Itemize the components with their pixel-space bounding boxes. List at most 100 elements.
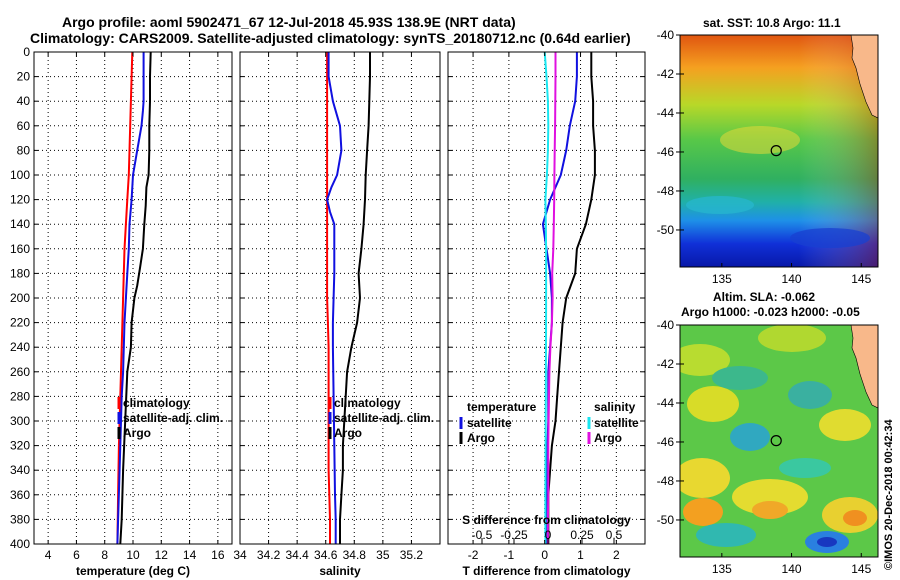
y-tick-label: 340 xyxy=(10,463,30,477)
series-line-climatology xyxy=(326,52,331,544)
y-tick-label: 40 xyxy=(17,94,31,108)
sla-map-subtitle: Argo h1000: -0.023 h2000: -0.05 xyxy=(681,305,860,319)
x-tick-label: 34.8 xyxy=(343,548,367,562)
map-y-tick-label: -42 xyxy=(657,357,675,371)
sst-map-frame xyxy=(679,34,879,268)
figure-title-line2: Climatology: CARS2009. Satellite-adjuste… xyxy=(30,30,631,46)
series-line-t-argo xyxy=(547,52,596,544)
sla-blob xyxy=(788,381,832,409)
map-x-tick-label: 140 xyxy=(782,562,802,576)
y-tick-label: 380 xyxy=(10,512,30,526)
x-tick-label: 35.2 xyxy=(400,548,424,562)
x2-axis-label: S difference from climatology xyxy=(462,513,631,527)
map-y-tick-label: -46 xyxy=(657,435,675,449)
map-y-tick-label: -42 xyxy=(657,67,675,81)
legend-label: Argo xyxy=(594,431,622,445)
sst-eddy-warm xyxy=(720,126,800,154)
legend-label: climatology xyxy=(123,396,190,410)
copyright-watermark: ©IMOS 20-Dec-2018 00:42:34 xyxy=(883,419,895,570)
map-y-tick-label: -44 xyxy=(657,396,675,410)
legend-temperature-header: temperature xyxy=(467,400,537,414)
x-tick-label: 1 xyxy=(577,548,584,562)
sla-blob xyxy=(779,458,831,478)
argo-position-marker xyxy=(770,145,782,157)
sla-blob xyxy=(712,366,768,390)
x-tick-label: 2 xyxy=(613,548,620,562)
profile-panel-3: -2 -1 0 1 2 T difference from climatology temp… xyxy=(447,51,646,578)
y-tick-label: 140 xyxy=(10,217,30,231)
x-axis-label: temperature (deg C) xyxy=(76,564,190,578)
sla-blob xyxy=(680,344,730,376)
map-x-tick-label: 140 xyxy=(782,272,802,286)
y-tick-label: 360 xyxy=(10,488,30,502)
map-x-tick-label: 135 xyxy=(712,562,732,576)
sla-blob xyxy=(696,523,756,547)
legend-label: satellite-adj. clim. xyxy=(334,411,434,425)
sst-land xyxy=(850,35,878,119)
legend-label: satellite xyxy=(467,416,512,430)
map-y-tick-label: -46 xyxy=(657,145,675,159)
map-y-tick-label: -40 xyxy=(657,318,675,332)
profile-panel-1: 4 6 8 10 12 14 1602040608010012014016018020022… xyxy=(10,45,233,578)
sla-blob xyxy=(752,501,788,519)
legend-label: climatology xyxy=(334,396,401,410)
argo-position-marker xyxy=(770,435,782,447)
series-line-satellite-adj-clim- xyxy=(116,52,145,545)
sla-land xyxy=(850,325,878,409)
sla-blob xyxy=(758,325,826,352)
sla-blob xyxy=(732,479,808,515)
x-tick-label: 34 xyxy=(233,548,247,562)
legend-label: satellite xyxy=(594,416,639,430)
y-tick-label: 400 xyxy=(10,537,30,551)
sla-blob xyxy=(730,423,770,451)
sst-eddy-cyan xyxy=(686,196,754,214)
y-tick-label: 180 xyxy=(10,266,30,280)
sla-blob xyxy=(683,498,723,526)
legend-label: Argo xyxy=(334,426,362,440)
series-line-s-satellite xyxy=(543,51,550,544)
sla-blob xyxy=(680,458,730,498)
y-tick-label: 0 xyxy=(23,45,30,59)
legend-salinity-header: salinity xyxy=(594,400,636,414)
series-line-s-argo xyxy=(546,52,557,544)
map-x-tick-label: 145 xyxy=(851,272,871,286)
x-tick-label: 16 xyxy=(211,548,225,562)
x-tick-label: 34.2 xyxy=(257,548,281,562)
map-y-tick-label: -48 xyxy=(657,474,675,488)
y-tick-label: 100 xyxy=(10,168,30,182)
y-tick-label: 200 xyxy=(10,291,30,305)
profile-panels: 4 6 8 10 12 14 1602040608010012014016018020022… xyxy=(10,45,646,578)
sla-map-frame xyxy=(679,324,879,558)
y-tick-label: 20 xyxy=(17,70,31,84)
x2-tick-label: 0 xyxy=(545,528,552,542)
legend-label: Argo xyxy=(467,431,495,445)
map-y-tick-label: -50 xyxy=(657,223,675,237)
map-x-tick-label: 145 xyxy=(851,562,871,576)
y-tick-label: 220 xyxy=(10,316,30,330)
x-tick-label: -1 xyxy=(504,548,515,562)
x-tick-label: 4 xyxy=(45,548,52,562)
profile-panel-2: 34 34.2 34.4 34.6 34.8 35 35.2 salinity climatol… xyxy=(233,51,441,578)
x2-tick-label: -0.25 xyxy=(500,528,528,542)
sst-eddy-blue xyxy=(790,228,870,248)
x-tick-label: 14 xyxy=(183,548,197,562)
x-tick-label: 10 xyxy=(126,548,140,562)
x-tick-label: 34.6 xyxy=(314,548,338,562)
y-tick-label: 280 xyxy=(10,389,30,403)
series-line-satellite-adj-clim- xyxy=(326,52,343,544)
y-tick-label: 60 xyxy=(17,119,31,133)
x-tick-label: 8 xyxy=(101,548,108,562)
y-tick-label: 120 xyxy=(10,193,30,207)
map-y-tick-label: -48 xyxy=(657,184,675,198)
sst-map: sat. SST: 10.8 Argo: 11.1 -40 -42 -44 -46 -4… xyxy=(657,16,879,286)
x-tick-label: 34.4 xyxy=(285,548,309,562)
y-tick-label: 240 xyxy=(10,340,30,354)
legend-label: Argo xyxy=(123,426,151,440)
figure-title-line1: Argo profile: aoml 5902471_67 12-Jul-201… xyxy=(62,14,516,30)
y-tick-label: 80 xyxy=(17,143,31,157)
y-tick-label: 300 xyxy=(10,414,30,428)
sla-blob xyxy=(819,409,871,441)
series-line-argo xyxy=(339,52,371,544)
x-tick-label: 12 xyxy=(155,548,169,562)
